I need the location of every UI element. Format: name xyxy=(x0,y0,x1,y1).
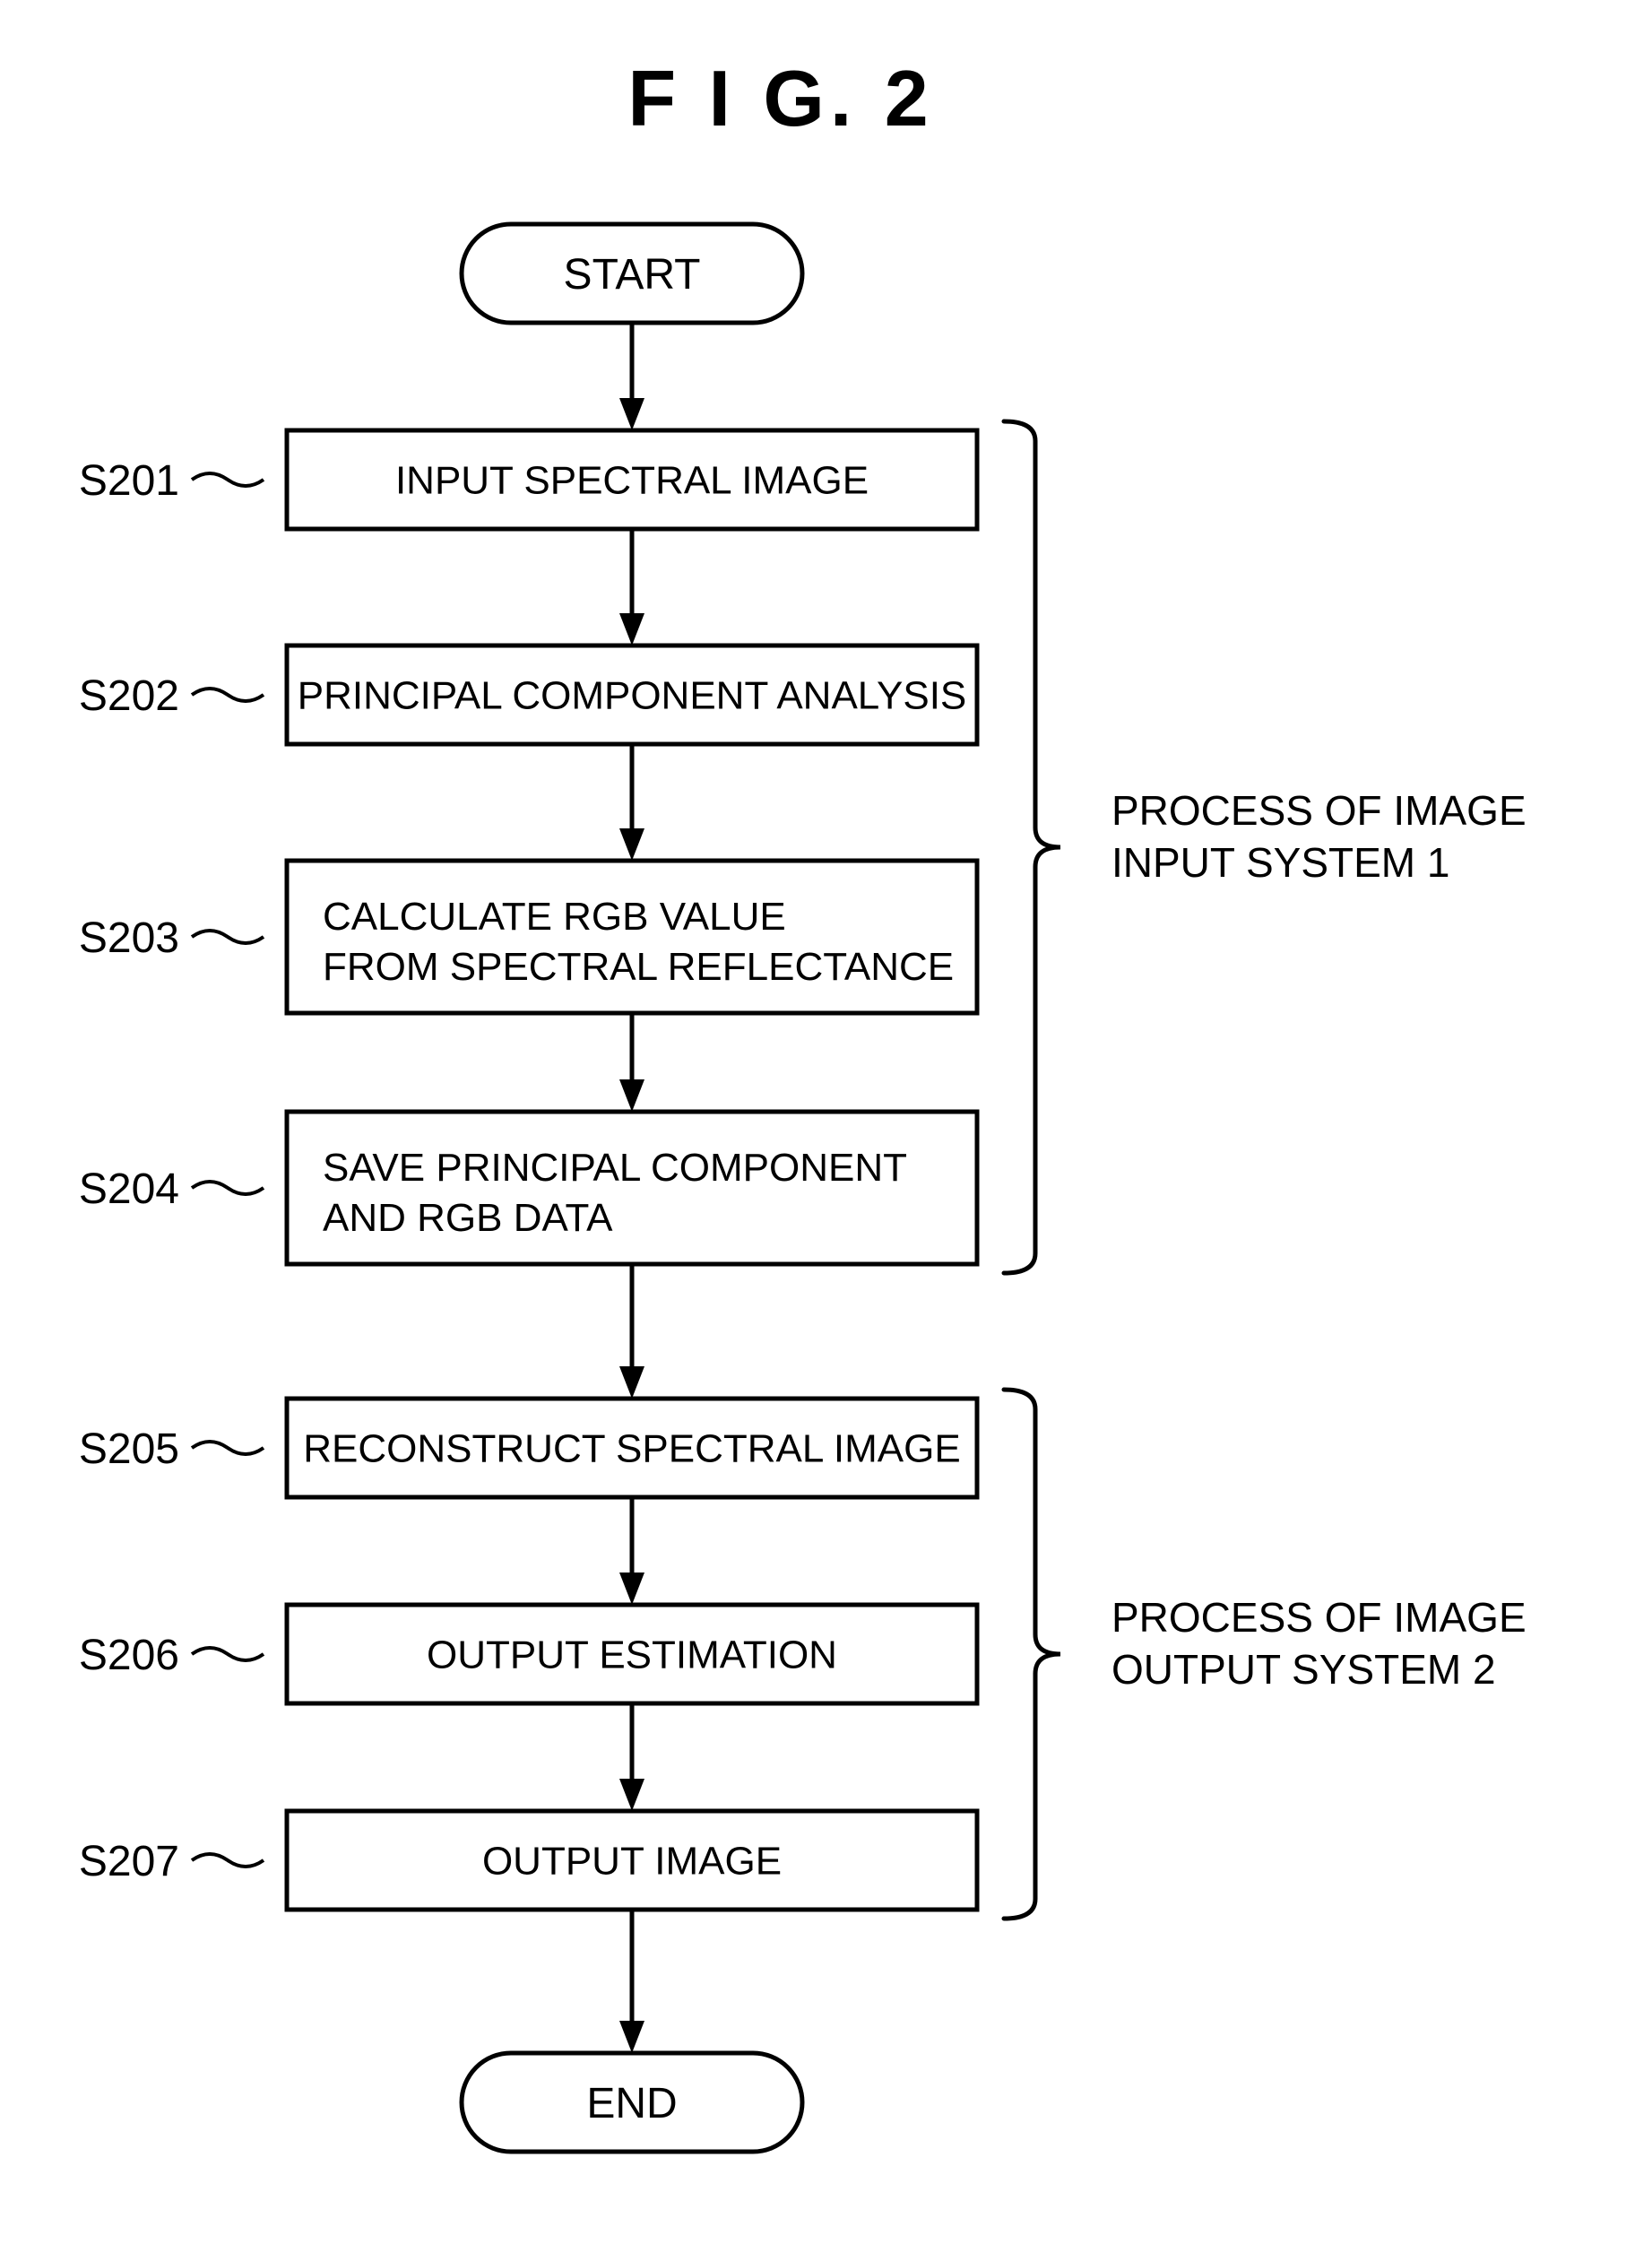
svg-text:S206: S206 xyxy=(79,1632,179,1679)
svg-text:SAVE PRINCIPAL COMPONENT: SAVE PRINCIPAL COMPONENT xyxy=(323,1146,907,1190)
svg-text:S203: S203 xyxy=(79,914,179,962)
svg-text:START: START xyxy=(564,251,701,299)
svg-text:PRINCIPAL COMPONENT ANALYSIS: PRINCIPAL COMPONENT ANALYSIS xyxy=(298,673,967,717)
svg-text:END: END xyxy=(586,2080,677,2127)
svg-text:AND RGB DATA: AND RGB DATA xyxy=(323,1196,613,1240)
svg-text:S201: S201 xyxy=(79,457,179,505)
svg-text:RECONSTRUCT SPECTRAL IMAGE: RECONSTRUCT SPECTRAL IMAGE xyxy=(303,1426,960,1470)
svg-text:S207: S207 xyxy=(79,1838,179,1885)
flowchart-figure: F I G. 2 START INPUT SPECTRAL IMAGE S201 PRI… xyxy=(0,0,1652,2244)
svg-text:S202: S202 xyxy=(79,672,179,720)
svg-text:CALCULATE RGB VALUE: CALCULATE RGB VALUE xyxy=(323,895,786,939)
svg-text:INPUT SYSTEM 1: INPUT SYSTEM 1 xyxy=(1111,839,1449,886)
svg-text:PROCESS OF IMAGE: PROCESS OF IMAGE xyxy=(1111,787,1527,834)
svg-text:OUTPUT ESTIMATION: OUTPUT ESTIMATION xyxy=(427,1633,837,1677)
svg-text:PROCESS OF IMAGE: PROCESS OF IMAGE xyxy=(1111,1594,1527,1641)
svg-text:F I G. 2: F I G. 2 xyxy=(627,54,933,143)
svg-text:INPUT SPECTRAL IMAGE: INPUT SPECTRAL IMAGE xyxy=(395,458,869,502)
svg-text:FROM SPECTRAL REFLECTANCE: FROM SPECTRAL REFLECTANCE xyxy=(323,945,954,989)
svg-text:OUTPUT SYSTEM 2: OUTPUT SYSTEM 2 xyxy=(1111,1646,1496,1693)
svg-text:OUTPUT IMAGE: OUTPUT IMAGE xyxy=(482,1839,782,1883)
svg-text:S205: S205 xyxy=(79,1425,179,1473)
svg-text:S204: S204 xyxy=(79,1165,179,1213)
